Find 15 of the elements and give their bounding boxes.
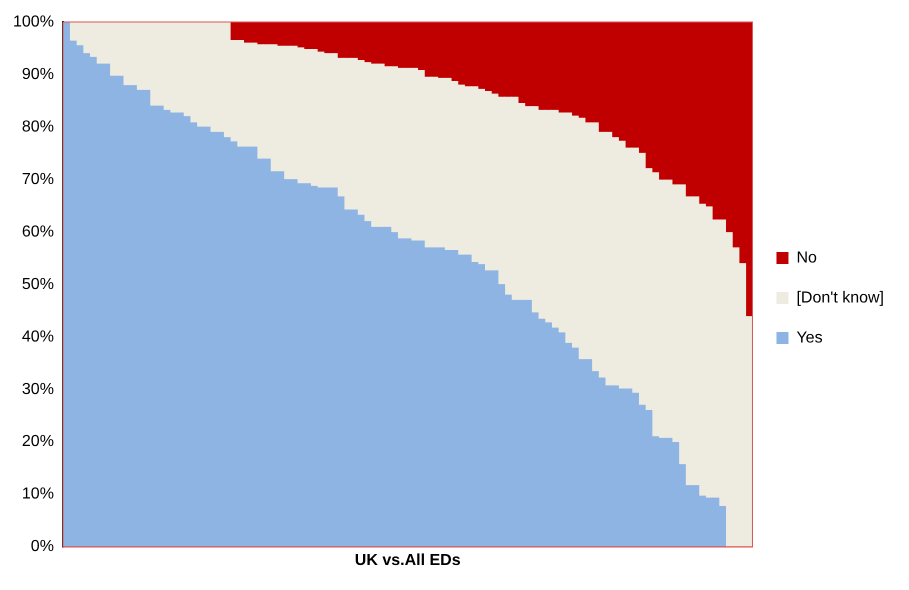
y-tick-label: 80%: [22, 118, 54, 136]
y-tick-label: 30%: [22, 380, 54, 398]
y-tick-label: 0%: [30, 538, 54, 556]
legend-label: [Don't know]: [796, 289, 884, 306]
y-tick-label: 10%: [22, 486, 54, 503]
x-axis-title: UK vs.All EDs: [354, 552, 461, 569]
y-tick-label: 70%: [22, 170, 54, 188]
y-tick-label: 60%: [22, 223, 54, 240]
y-tick-label: 50%: [22, 276, 54, 293]
y-tick-label: 40%: [22, 328, 54, 346]
legend-label: Yes: [796, 329, 823, 346]
y-tick-label: 20%: [22, 433, 54, 450]
y-tick-label: 100%: [13, 13, 54, 30]
legend-label: No: [796, 249, 818, 266]
y-tick-label: 90%: [22, 66, 54, 83]
